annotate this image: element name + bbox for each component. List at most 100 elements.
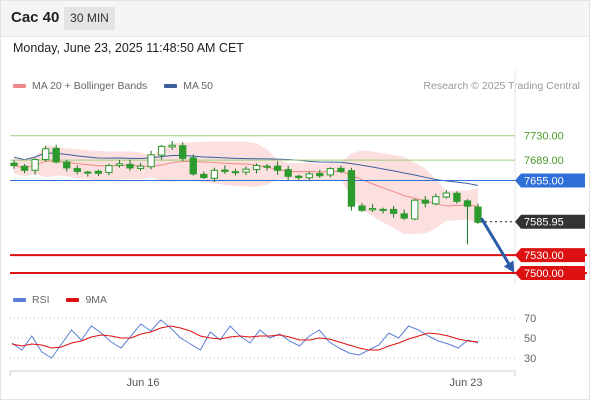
legend-item-ma20-bb: MA 20 + Bollinger Bands	[13, 80, 147, 92]
candle	[73, 165, 81, 175]
level-label-bg	[515, 248, 585, 263]
candle-body	[115, 163, 124, 166]
candle-body	[368, 208, 377, 211]
candle	[453, 191, 461, 204]
legend-item-rsi: RSI	[13, 294, 50, 306]
main-legend: MA 20 + Bollinger Bands MA 50	[13, 80, 227, 92]
legend-label-rsi: RSI	[32, 294, 50, 306]
candle	[432, 193, 440, 206]
candle-body	[210, 169, 219, 179]
candle	[84, 170, 92, 177]
candle	[168, 140, 176, 150]
candle	[389, 205, 398, 218]
legend-label-ma50: MA 50	[183, 80, 213, 92]
candle	[305, 171, 313, 181]
level-label-text: 7730.00	[524, 131, 564, 143]
x-axis-label: Jun 16	[126, 377, 159, 389]
rsi-tick-label: 70	[524, 313, 536, 325]
candle-body	[94, 170, 103, 174]
candle	[31, 158, 39, 175]
level-label-text: 7530.00	[524, 250, 564, 262]
candle-body	[105, 165, 113, 174]
candle	[284, 165, 292, 180]
candle	[316, 169, 324, 178]
candle-body	[73, 168, 81, 173]
level-label-bg	[515, 214, 585, 229]
candle	[368, 204, 377, 212]
level-label: 7585.95	[515, 214, 585, 229]
level-label: 7730.00	[524, 131, 564, 143]
candle-body	[157, 145, 166, 156]
candle-body	[411, 199, 419, 220]
candle-body	[52, 147, 60, 163]
candle-body	[200, 173, 208, 178]
candle-body	[305, 173, 313, 179]
candle	[200, 171, 208, 180]
candle	[147, 150, 155, 170]
candle-body	[421, 199, 429, 204]
level-label: 7689.00	[524, 155, 564, 167]
candle-body	[189, 157, 197, 175]
legend-label-ma20-bb: MA 20 + Bollinger Bands	[32, 80, 148, 92]
candle-body	[263, 165, 271, 168]
rsi-line	[11, 319, 479, 359]
candle	[242, 166, 250, 175]
level-label-text: 7585.95	[524, 217, 564, 229]
candle	[252, 163, 261, 174]
candle-body	[358, 205, 366, 211]
candle	[463, 199, 472, 245]
rsi-ma-line	[11, 325, 479, 351]
candle	[94, 169, 103, 177]
candle-body	[337, 167, 345, 173]
candle-body	[31, 159, 39, 171]
candle-body	[147, 154, 155, 168]
chart-datetime: Monday, June 23, 2025 11:48:50 AM CET	[13, 41, 244, 55]
candle	[41, 146, 50, 162]
candle	[189, 154, 197, 176]
candle-body	[168, 144, 176, 148]
candle-body	[400, 213, 408, 219]
candle-body	[453, 192, 461, 202]
candle	[263, 164, 271, 171]
candle	[221, 165, 229, 174]
candle	[421, 195, 429, 208]
instrument-title: Cac 40	[11, 9, 60, 26]
candle	[10, 160, 18, 169]
candle-body	[10, 162, 18, 167]
candle	[474, 203, 482, 224]
rsi-chart[interactable]: 70 50 30 Jun 16 Jun 23	[0, 288, 590, 393]
candle	[337, 165, 345, 174]
rsi-tick-label: 50	[524, 333, 536, 345]
timeframe-badge[interactable]: 30 MIN	[64, 7, 115, 30]
candle-body	[20, 165, 29, 171]
candle	[179, 142, 187, 162]
ma20-bb-swatch	[13, 84, 26, 89]
candle-body	[41, 148, 50, 160]
candle	[400, 209, 408, 220]
level-label: 7530.00	[515, 248, 585, 263]
candle	[347, 167, 356, 211]
rsi-tick-label: 30	[524, 353, 536, 365]
candle	[379, 207, 387, 214]
projection-arrow-line	[480, 217, 514, 271]
candle	[358, 203, 366, 212]
candle	[115, 160, 124, 168]
candle-body	[284, 169, 292, 177]
candle-body	[242, 168, 250, 173]
candle	[210, 167, 219, 182]
ma50-line	[13, 152, 479, 187]
ma50-swatch	[164, 84, 178, 89]
candle-body	[379, 208, 387, 211]
candle-body	[84, 171, 92, 174]
level-label: 7655.00	[515, 173, 585, 188]
level-label-text: 7689.00	[524, 155, 564, 167]
candle	[63, 159, 71, 172]
candle-body	[179, 145, 187, 159]
candle-body	[474, 206, 482, 223]
ma20-line	[13, 160, 479, 207]
candle-body	[126, 163, 134, 169]
level-label-text: 7655.00	[524, 175, 564, 187]
credit-text: Research © 2025 Trading Central	[423, 80, 580, 92]
price-chart[interactable]: 7730.00 7689.00 7655.00 7585.95 7530.00 7500.…	[0, 70, 590, 285]
candle	[295, 174, 303, 180]
